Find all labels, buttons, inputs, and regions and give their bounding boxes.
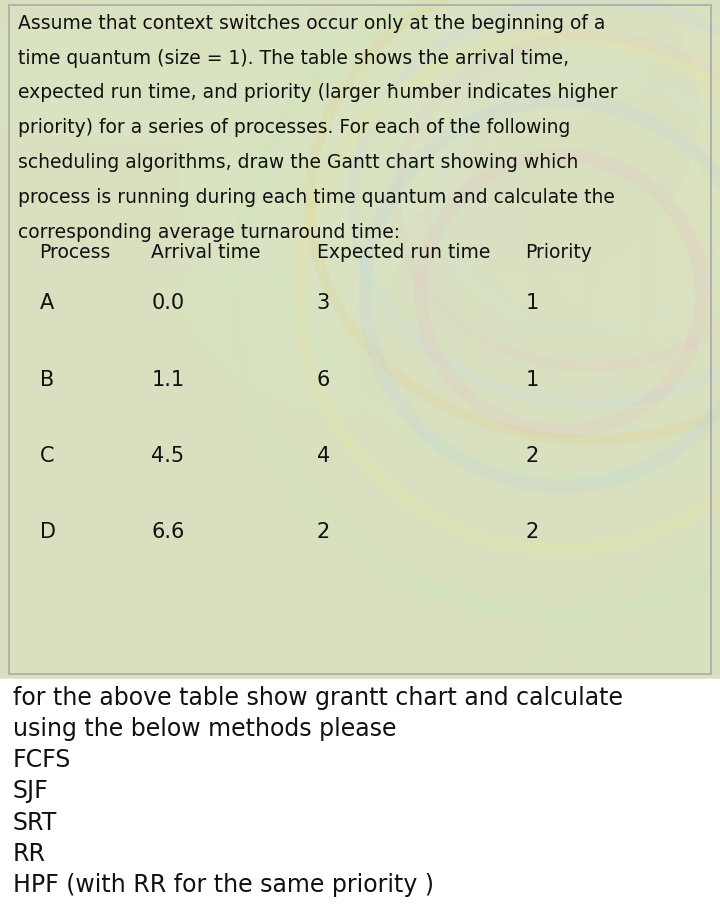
Polygon shape: [216, 0, 612, 679]
Text: A: A: [40, 293, 54, 314]
Ellipse shape: [238, 73, 698, 440]
Text: Expected run time: Expected run time: [317, 243, 490, 262]
Polygon shape: [0, 0, 382, 679]
Text: 1.1: 1.1: [151, 370, 184, 390]
Polygon shape: [331, 0, 720, 679]
Polygon shape: [158, 0, 554, 679]
Polygon shape: [0, 0, 94, 679]
Polygon shape: [0, 0, 324, 679]
Text: 2: 2: [526, 522, 539, 542]
Polygon shape: [446, 0, 720, 679]
Polygon shape: [504, 0, 720, 679]
Polygon shape: [274, 0, 670, 679]
Text: using the below methods please: using the below methods please: [13, 717, 397, 741]
Text: process is running during each time quantum and calculate the: process is running during each time quan…: [18, 188, 615, 207]
Polygon shape: [562, 0, 720, 679]
Text: RR: RR: [13, 842, 46, 866]
Polygon shape: [0, 0, 324, 679]
Polygon shape: [619, 0, 720, 679]
Text: Priority: Priority: [526, 243, 593, 262]
Polygon shape: [0, 0, 209, 679]
Ellipse shape: [468, 92, 720, 550]
Ellipse shape: [252, 248, 684, 578]
Polygon shape: [0, 0, 382, 679]
Polygon shape: [677, 0, 720, 679]
Polygon shape: [0, 0, 36, 679]
Ellipse shape: [446, 0, 720, 394]
Ellipse shape: [180, 138, 540, 413]
Ellipse shape: [396, 0, 720, 229]
Text: expected run time, and priority (larger ħumber indicates higher: expected run time, and priority (larger …: [18, 83, 618, 103]
Text: Arrival time: Arrival time: [151, 243, 261, 262]
Text: 4.5: 4.5: [151, 446, 184, 466]
Text: 4: 4: [317, 446, 330, 466]
Polygon shape: [0, 0, 94, 679]
Text: FCFS: FCFS: [13, 748, 71, 772]
Polygon shape: [504, 0, 720, 679]
Text: 6: 6: [317, 370, 330, 390]
Text: B: B: [40, 370, 54, 390]
Text: Process: Process: [40, 243, 111, 262]
Polygon shape: [562, 0, 720, 679]
Text: C: C: [40, 446, 54, 466]
Polygon shape: [274, 0, 670, 679]
Polygon shape: [0, 0, 209, 679]
Text: for the above table show grantt chart and calculate: for the above table show grantt chart an…: [13, 686, 623, 710]
Text: scheduling algorithms, draw the Gantt chart showing which: scheduling algorithms, draw the Gantt ch…: [18, 153, 578, 172]
Text: HPF (with RR for the same priority ): HPF (with RR for the same priority ): [13, 873, 434, 897]
Ellipse shape: [0, 28, 252, 248]
Ellipse shape: [0, 138, 612, 779]
Polygon shape: [101, 0, 497, 679]
Text: 3: 3: [317, 293, 330, 314]
Bar: [0, 0, 720, 679]
Text: 0.0: 0.0: [151, 293, 184, 314]
Text: 6.6: 6.6: [151, 522, 184, 542]
Polygon shape: [0, 0, 151, 679]
Text: Assume that context switches occur only at the beginning of a: Assume that context switches occur only …: [18, 14, 606, 33]
Polygon shape: [389, 0, 720, 679]
Ellipse shape: [0, 138, 396, 321]
Ellipse shape: [180, 156, 684, 486]
Text: D: D: [40, 522, 55, 542]
Text: corresponding average turnaround time:: corresponding average turnaround time:: [18, 223, 400, 242]
Polygon shape: [677, 0, 720, 679]
Text: 1: 1: [526, 370, 539, 390]
Ellipse shape: [216, 0, 720, 156]
Text: 2: 2: [317, 522, 330, 542]
Polygon shape: [101, 0, 497, 679]
Polygon shape: [389, 0, 720, 679]
Polygon shape: [619, 0, 720, 679]
Text: 2: 2: [526, 446, 539, 466]
Text: priority) for a series of processes. For each of the following: priority) for a series of processes. For…: [18, 118, 570, 138]
Polygon shape: [331, 0, 720, 679]
Ellipse shape: [382, 0, 698, 275]
Ellipse shape: [360, 183, 720, 587]
Bar: [9, 5, 711, 674]
Bar: [0, 679, 720, 917]
Ellipse shape: [252, 0, 720, 303]
Polygon shape: [446, 0, 720, 679]
Ellipse shape: [338, 183, 698, 550]
Text: SJF: SJF: [13, 779, 49, 803]
Ellipse shape: [403, 92, 720, 458]
Text: 1: 1: [526, 293, 539, 314]
Polygon shape: [0, 0, 266, 679]
Ellipse shape: [0, 0, 324, 138]
Ellipse shape: [338, 0, 720, 403]
Polygon shape: [0, 0, 151, 679]
Ellipse shape: [454, 0, 720, 486]
Polygon shape: [158, 0, 554, 679]
Text: SRT: SRT: [13, 811, 58, 834]
Text: time quantum (size = 1). The table shows the arrival time,: time quantum (size = 1). The table shows…: [18, 49, 569, 68]
Ellipse shape: [0, 0, 648, 147]
Polygon shape: [43, 0, 439, 679]
Polygon shape: [43, 0, 439, 679]
Polygon shape: [216, 0, 612, 679]
Ellipse shape: [180, 37, 612, 330]
Polygon shape: [0, 0, 36, 679]
Polygon shape: [0, 0, 266, 679]
Ellipse shape: [518, 0, 720, 339]
Ellipse shape: [490, 18, 720, 385]
